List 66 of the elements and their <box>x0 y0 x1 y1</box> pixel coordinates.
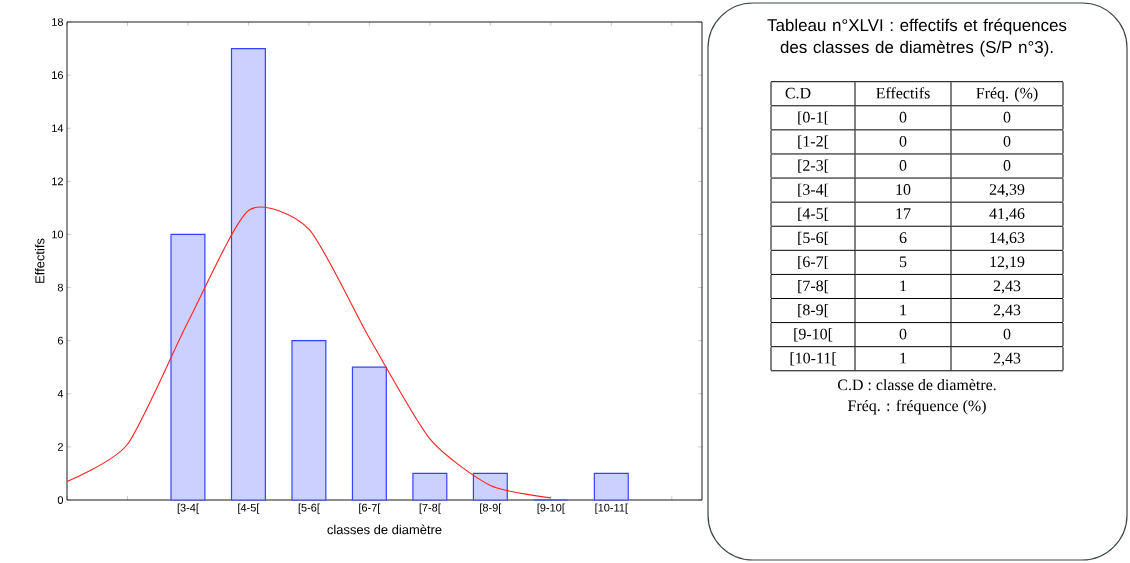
y-tick-label: 0 <box>57 496 64 504</box>
category-label: [9-10[ <box>794 328 833 342</box>
data-label: 41,46 <box>989 208 1025 222</box>
x-tick-label: [10-11[ <box>595 503 628 514</box>
y-tick-label: 16 <box>52 71 63 79</box>
data-label: 0 <box>1003 160 1011 171</box>
text: C.D : classe de diamètre. <box>837 378 996 391</box>
data-label: 1 <box>900 352 907 364</box>
data-label: 0 <box>899 328 907 340</box>
text: Tableau n°XLVI : effectifs et fréquences des classes de diamètres (S/P n°3). <box>767 18 1067 57</box>
data-label: 0 <box>1003 111 1011 123</box>
x-tick-label: [9-10[ <box>537 503 565 514</box>
y-tick-label: 18 <box>52 18 63 26</box>
data-label: 0 <box>899 160 907 171</box>
data-label: 17 <box>896 208 911 219</box>
y-tick-label: 6 <box>57 336 63 345</box>
category-label: [0-1[ <box>798 111 829 125</box>
data-label: 2,43 <box>993 352 1021 366</box>
y-tick-label: 10 <box>52 230 64 239</box>
category-label: [6-7[ <box>798 255 829 270</box>
text: Effectifs <box>876 87 930 99</box>
y-tick-label: 2 <box>57 443 63 451</box>
y-axis-title: Effectifs <box>34 238 45 283</box>
data-label: 5 <box>899 256 907 268</box>
data-label: 2,43 <box>993 280 1021 294</box>
data-label: 2,43 <box>993 304 1021 318</box>
data-label: 10 <box>896 184 911 195</box>
x-tick-label: [3-4[ <box>177 503 199 514</box>
data-label: 12,19 <box>990 256 1025 270</box>
x-tick-label: [6-7[ <box>359 503 381 514</box>
data-label: 14,63 <box>990 232 1025 246</box>
x-axis-title: classes de diamètre <box>327 524 442 535</box>
bar <box>412 472 448 501</box>
data-label: 0 <box>899 135 907 147</box>
category-label: [3-4[ <box>798 183 829 197</box>
x-tick-label: [5-6[ <box>298 503 320 514</box>
text: Fréq. (%) <box>976 87 1038 102</box>
y-tick-label: 4 <box>57 390 64 398</box>
x-tick-label: [8-9[ <box>480 503 502 514</box>
category-label: [10-11[ <box>790 352 837 366</box>
data-label: 24,39 <box>989 184 1025 198</box>
x-tick-label: [4-5[ <box>238 503 260 514</box>
y-tick-label: 12 <box>52 177 63 186</box>
category-label: [1-2[ <box>798 135 829 149</box>
text: C.D <box>785 87 811 99</box>
data-label: 1 <box>900 280 907 292</box>
bar <box>593 472 629 501</box>
y-tick-label: 8 <box>57 283 63 292</box>
data-label: 1 <box>900 304 907 316</box>
x-tick-label: [7-8[ <box>419 503 441 514</box>
category-label: [5-6[ <box>798 231 829 246</box>
y-tick-label: 14 <box>52 124 64 132</box>
data-label: 0 <box>1003 135 1011 147</box>
text: Fréq. : fréquence (%) <box>847 399 986 415</box>
category-label: [4-5[ <box>798 207 829 221</box>
category-label: [2-3[ <box>798 159 829 173</box>
category-label: [7-8[ <box>798 280 829 294</box>
data-label: 0 <box>1003 328 1011 340</box>
category-label: [8-9[ <box>798 304 829 318</box>
bar <box>351 366 387 501</box>
data-label: 6 <box>899 232 907 244</box>
bar <box>472 472 508 501</box>
bar <box>170 233 206 501</box>
data-label: 0 <box>899 111 907 123</box>
bar <box>230 47 266 501</box>
bar <box>291 340 327 501</box>
